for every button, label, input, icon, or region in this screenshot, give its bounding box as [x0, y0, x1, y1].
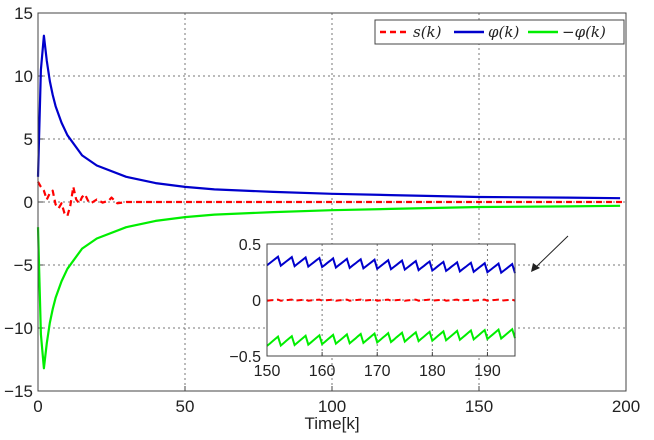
- series-negphi-line: [36, 204, 621, 370]
- inset-x-tick-label: 180: [419, 363, 446, 380]
- y-tick-label: 15: [14, 4, 33, 23]
- y-tick-label: 5: [24, 130, 33, 149]
- inset-chart: 150 160 170 180 190 0.5 0 −0.5: [229, 237, 516, 380]
- inset-plot-frame: [266, 243, 516, 357]
- inset-y-tick-label: −0.5: [229, 349, 261, 366]
- y-tick-label: 10: [14, 67, 33, 86]
- legend-label-negphi: −φ(k): [562, 23, 606, 41]
- y-tick-label: −10: [4, 319, 33, 338]
- inset-x-tick-label: 190: [474, 363, 501, 380]
- y-tick-label: −15: [4, 382, 33, 401]
- inset-series-s-line: [266, 298, 516, 302]
- inset-x-tick-label: 160: [309, 363, 336, 380]
- inset-y-tick-label: 0.5: [239, 237, 261, 254]
- inset-axis-ticks: 150 160 170 180 190 0.5 0 −0.5: [229, 237, 500, 380]
- main-series-group: [36, 34, 626, 370]
- x-tick-label: 150: [465, 397, 493, 416]
- inset-x-tick-label: 150: [254, 363, 281, 380]
- inset-y-tick-label: 0: [252, 293, 261, 310]
- x-tick-label: 100: [318, 397, 346, 416]
- legend-label-s: s(k): [413, 23, 442, 41]
- legend: s(k) φ(k) −φ(k): [374, 19, 625, 45]
- inset-series-phi-line: [266, 255, 516, 275]
- x-axis-title: Time[k]: [304, 414, 359, 433]
- series-phi-line: [36, 34, 621, 200]
- x-tick-label: 200: [612, 397, 640, 416]
- x-tick-label: 50: [176, 397, 195, 416]
- legend-label-phi: φ(k): [488, 23, 519, 41]
- series-s-line: [37, 181, 626, 217]
- inset-pointer-arrow: [531, 235, 569, 272]
- inset-series-group: [266, 255, 516, 348]
- inset-x-tick-label: 170: [364, 363, 391, 380]
- main-plot-frame: [37, 12, 627, 392]
- inset-series-negphi-line: [266, 327, 516, 348]
- x-tick-label: 0: [33, 397, 42, 416]
- legend-box: [374, 19, 625, 45]
- y-tick-label: 0: [24, 193, 33, 212]
- y-tick-label: −5: [14, 256, 33, 275]
